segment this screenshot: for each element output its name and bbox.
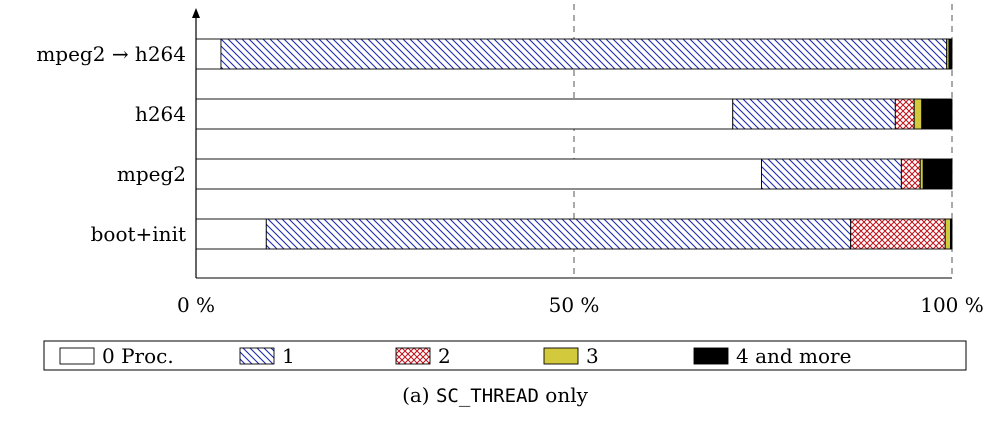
legend-label-0: 0 Proc. [102,344,174,368]
legend-swatch-0 [59,347,95,365]
bar-segment-1-0 [195,98,734,130]
x-tick-label-2: 100 % [920,293,984,317]
category-label-1: h264 [135,102,186,126]
bar-segment-2-0 [195,158,762,190]
bar-segment-3-0 [195,218,267,250]
x-tick-labels: 0 % 50 % 100 % [177,293,984,317]
bar-segment-3-3 [944,218,951,250]
category-label-2: mpeg2 [117,162,186,186]
legend-label-4: 4 and more [736,344,851,368]
bar-segment-3-4 [950,218,953,250]
bar-segment-2-2 [900,158,921,190]
caption-code: SC_THREAD [436,385,539,407]
legend-label-1: 1 [282,344,295,368]
legend: 0 Proc. 1 2 3 4 and more [43,340,967,371]
bar-segment-1-3 [913,98,923,130]
bar-segment-0-4 [948,38,953,70]
bar-segment-3-1 [265,218,852,250]
caption-suffix: only [545,383,588,407]
category-label-3: boot+init [91,222,186,246]
category-labels: mpeg2 → h264 h264 mpeg2 boot+init [36,42,186,246]
legend-swatch-1 [239,347,275,365]
bar-group [195,38,953,250]
y-axis-arrow [192,8,200,18]
bar-segment-1-2 [894,98,915,130]
caption-prefix: (a) [402,383,430,407]
bar-segment-0-1 [220,38,948,70]
bar-segment-2-3 [919,158,924,190]
bar-segment-2-1 [761,158,902,190]
legend-swatch-4 [693,347,729,365]
legend-label-3: 3 [586,344,599,368]
legend-label-2: 2 [438,344,451,368]
bar-segment-1-1 [732,98,896,130]
category-label-0: mpeg2 → h264 [36,42,186,66]
legend-swatch-3 [543,347,579,365]
caption: (a) SC_THREAD only [402,383,589,407]
x-tick-label-0: 0 % [177,293,215,317]
bar-segment-0-0 [195,38,222,70]
legend-swatch-2 [395,347,431,365]
axes [192,8,952,279]
legend-box [43,340,967,371]
bar-segment-2-4 [922,158,953,190]
bar-segment-3-2 [850,218,946,250]
bar-segment-1-4 [921,98,953,130]
x-tick-label-1: 50 % [549,293,600,317]
